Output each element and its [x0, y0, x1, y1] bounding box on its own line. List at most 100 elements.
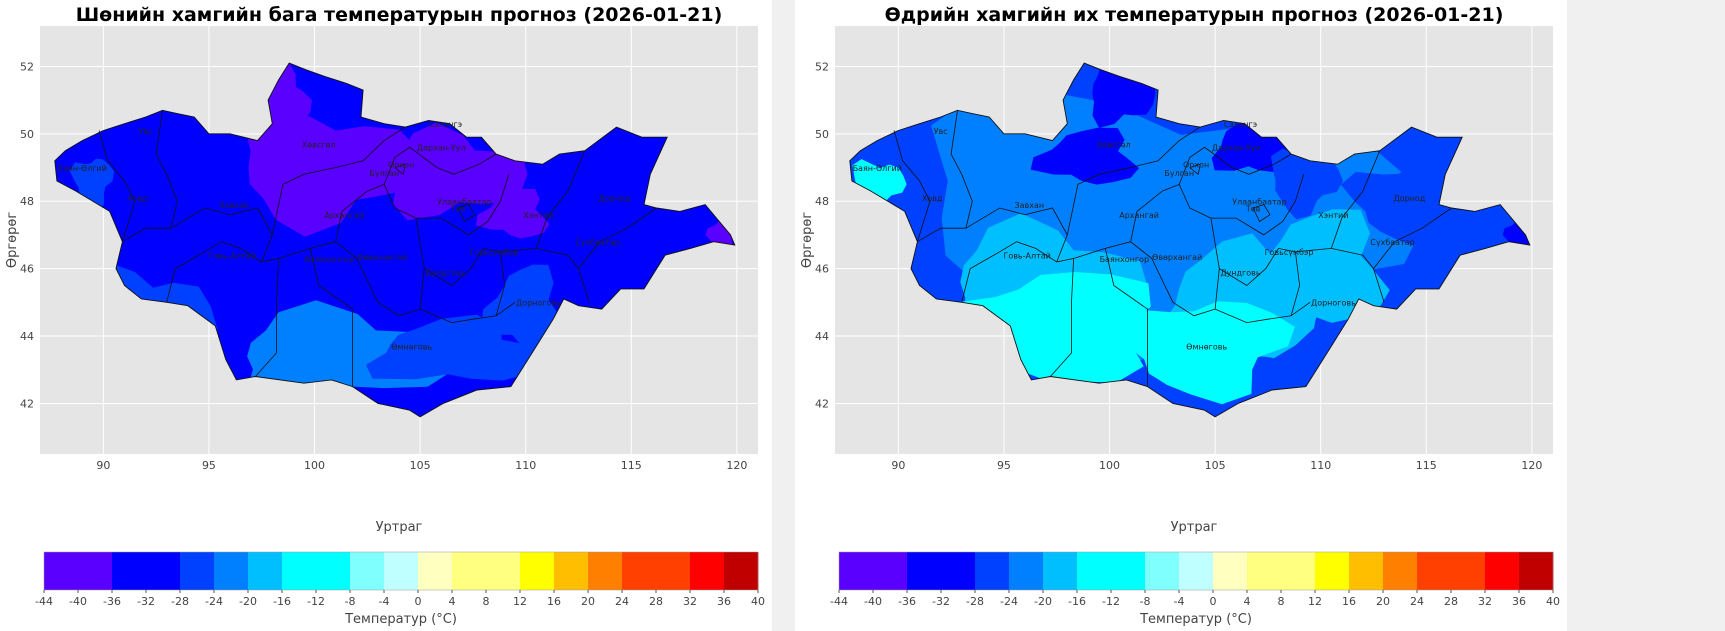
x-tick-label: 100 — [1099, 459, 1120, 472]
colorbar-segment — [1145, 552, 1180, 590]
colorbar-segment — [214, 552, 249, 590]
province-border — [1214, 301, 1311, 324]
temperature-contour — [1092, 63, 1156, 128]
colorbar-tick-label: -24 — [205, 595, 223, 608]
colorbar-frame — [43, 551, 759, 591]
x-tick-label: 90 — [96, 459, 110, 472]
y-tick-label: 52 — [815, 60, 829, 73]
province-border — [255, 258, 279, 377]
y-tick-label: 50 — [20, 128, 34, 141]
colorbar-segment — [839, 552, 908, 590]
map-title: Шөнийн хамгийн бага температурын прогноз… — [76, 4, 723, 26]
province-label: Дархан-Уул — [417, 144, 466, 153]
province-label: Дундговь — [425, 268, 466, 277]
colorbar-label: Температур (°C) — [344, 612, 457, 627]
province-label: Завхан — [1014, 201, 1044, 210]
colorbar-tick-label: 36 — [717, 595, 731, 608]
colorbar-tick-label: 20 — [581, 595, 595, 608]
colorbar-segment — [975, 552, 1010, 590]
province-border — [424, 247, 506, 316]
colorbar-tick-label: -32 — [137, 595, 155, 608]
colorbar-tick-label: 32 — [1478, 595, 1492, 608]
province-label: Говьсүмбэр — [1265, 248, 1314, 257]
colorbar-segment — [1077, 552, 1146, 590]
colorbar-segment — [622, 552, 691, 590]
colorbar-segment — [1349, 552, 1384, 590]
province-border — [965, 207, 1068, 263]
province-label: Сүхбаатар — [1370, 238, 1414, 247]
temperature-contour — [244, 106, 426, 237]
colorbar-tick-label: 4 — [449, 595, 456, 608]
colorbar-segment — [44, 552, 113, 590]
temperature-contour — [69, 158, 115, 211]
colorbar-segment — [1009, 552, 1044, 590]
province-border — [1373, 207, 1452, 269]
province-label: Хэнтий — [1318, 211, 1348, 220]
colorbar-tick-label: 40 — [1546, 595, 1560, 608]
province-border — [1066, 126, 1201, 235]
y-tick-label: 46 — [815, 263, 829, 276]
colorbar-segment — [452, 552, 521, 590]
x-tick-label: 100 — [304, 459, 325, 472]
colorbar-segment — [180, 552, 215, 590]
province-label: Орхон — [388, 161, 414, 170]
colorbar-segment — [690, 552, 725, 590]
x-tick-label: 90 — [891, 459, 905, 472]
province-border — [457, 204, 476, 223]
colorbar-segment — [1383, 552, 1418, 590]
province-border — [1189, 163, 1201, 176]
colorbar-tick-label: 16 — [547, 595, 561, 608]
province-border — [1050, 258, 1074, 377]
province-label: Ховд — [127, 194, 148, 203]
province-border — [1330, 150, 1381, 249]
colorbar-tick-label: -40 — [69, 595, 87, 608]
colorbar-tick-label: -16 — [1068, 595, 1086, 608]
province-border — [383, 146, 497, 185]
colorbar-tick-label: 4 — [1244, 595, 1251, 608]
province-label: Төв — [1245, 204, 1261, 213]
colorbar-tick-label: 36 — [1512, 595, 1526, 608]
province-label: Дорнод — [1393, 194, 1425, 203]
y-axis-label: Өргөрөг — [5, 212, 20, 268]
province-label: Баянхонгор — [1100, 255, 1149, 264]
x-tick-label: 120 — [1521, 459, 1542, 472]
province-border — [1073, 241, 1153, 259]
x-tick-label: 120 — [726, 459, 747, 472]
province-label: Архангай — [324, 211, 364, 220]
y-tick-label: 48 — [20, 195, 34, 208]
province-border — [1130, 183, 1212, 242]
max-temperature-panel: Увс Баян-Өлгий Ховд Завхан Говь-Алтай Хөвсгөл… — [795, 0, 1567, 631]
colorbar-segment — [350, 552, 385, 590]
colorbar-segment — [1519, 552, 1554, 590]
min-temperature-panel: Увс Баян-Өлгий Ховд Завхан Говь-Алтай Хөвсгөл… — [0, 0, 772, 631]
province-label: Архангай — [1119, 211, 1159, 220]
province-label: Дорнод — [598, 194, 630, 203]
colorbar-tick-label: 12 — [513, 595, 527, 608]
colorbar-segment — [282, 552, 351, 590]
colorbar-tick-label: 40 — [751, 595, 765, 608]
province-label: Хэнтий — [523, 211, 553, 220]
temperature-contour — [366, 314, 555, 381]
x-axis-label: Уртраг — [1171, 520, 1218, 535]
colorbar-tick-label: -36 — [103, 595, 121, 608]
province-label: Увс — [139, 127, 153, 136]
y-tick-label: 44 — [815, 330, 829, 343]
colorbar-tick-label: -40 — [864, 595, 882, 608]
colorbar-segment — [1485, 552, 1520, 590]
country-border — [849, 62, 1531, 418]
province-border — [415, 174, 510, 236]
province-label: Говьсүмбэр — [470, 248, 519, 257]
colorbar-tick-label: -8 — [1140, 595, 1151, 608]
province-border — [98, 130, 136, 242]
province-label: Сэлэнгэ — [1224, 120, 1257, 129]
colorbar-segment — [724, 552, 759, 590]
colorbar-tick-label: -44 — [35, 595, 53, 608]
colorbar-tick-label: -32 — [932, 595, 950, 608]
x-tick-label: 115 — [1416, 459, 1437, 472]
province-label: Улаанбаатар — [1232, 198, 1286, 207]
x-axis-label: Уртраг — [376, 520, 423, 535]
colorbar-tick-label: -28 — [171, 595, 189, 608]
colorbar-segment — [1043, 552, 1078, 590]
province-border — [278, 241, 358, 259]
